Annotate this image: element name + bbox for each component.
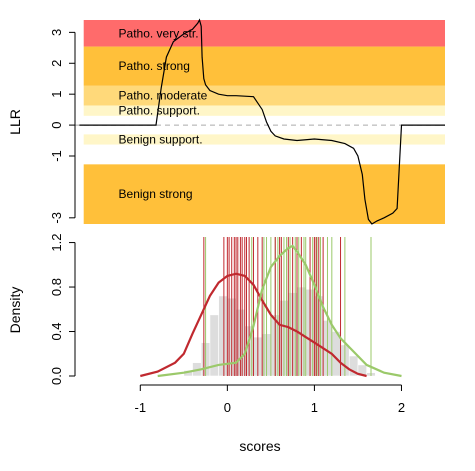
bottom-x-tick-label: 2 [398, 400, 405, 415]
llr-band-2 [83, 85, 446, 106]
density-curve-green [157, 244, 402, 378]
bottom-y-tick-label: 1.2 [49, 234, 64, 252]
top-y-tick-label: -3 [49, 212, 64, 224]
llr-band-label-2: Patho. moderate [119, 89, 208, 103]
top-ylabel: LLR [7, 109, 23, 135]
bottom-y-tick-label: 0.0 [49, 367, 64, 385]
llr-band-label-4: Benign support. [119, 132, 203, 146]
bottom-y-tick-label: 0.4 [49, 322, 64, 340]
llr-band-0 [83, 20, 446, 47]
llr-band-label-0: Patho. very str. [119, 26, 199, 40]
bottom-ylabel: Density [7, 287, 23, 334]
llr-band-5 [83, 164, 446, 224]
bottom-x-tick-label: 1 [311, 400, 318, 415]
llr-band-4 [83, 134, 446, 145]
llr-band-label-3: Patho. support. [119, 104, 200, 118]
top-y-tick-label: -1 [49, 150, 64, 162]
bottom-x-tick-label: 0 [224, 400, 231, 415]
top-y-tick-label: 2 [49, 60, 64, 67]
llr-band-label-1: Patho. strong [119, 59, 190, 73]
density-panel [140, 237, 402, 378]
bottom-xlabel: scores [239, 438, 280, 454]
chart-axes: 3 2 1 0 -1 -3 0.0 0.4 0.8 1.2 -1 0 1 2 [49, 29, 405, 415]
bottom-y-tick-label: 0.8 [49, 278, 64, 296]
density-curve-red [140, 272, 367, 378]
top-y-tick-label: 1 [49, 91, 64, 98]
llr-band-1 [83, 46, 446, 86]
bottom-x-tick-label: -1 [135, 400, 147, 415]
llr-band-label-5: Benign strong [119, 187, 193, 201]
llr-panel: Patho. very str. Patho. strong Patho. mode… [75, 18, 446, 225]
llr-curve [79, 18, 445, 225]
llr-band-3 [83, 105, 446, 116]
top-y-tick-label: 0 [49, 121, 64, 128]
top-y-tick-label: 3 [49, 29, 64, 36]
